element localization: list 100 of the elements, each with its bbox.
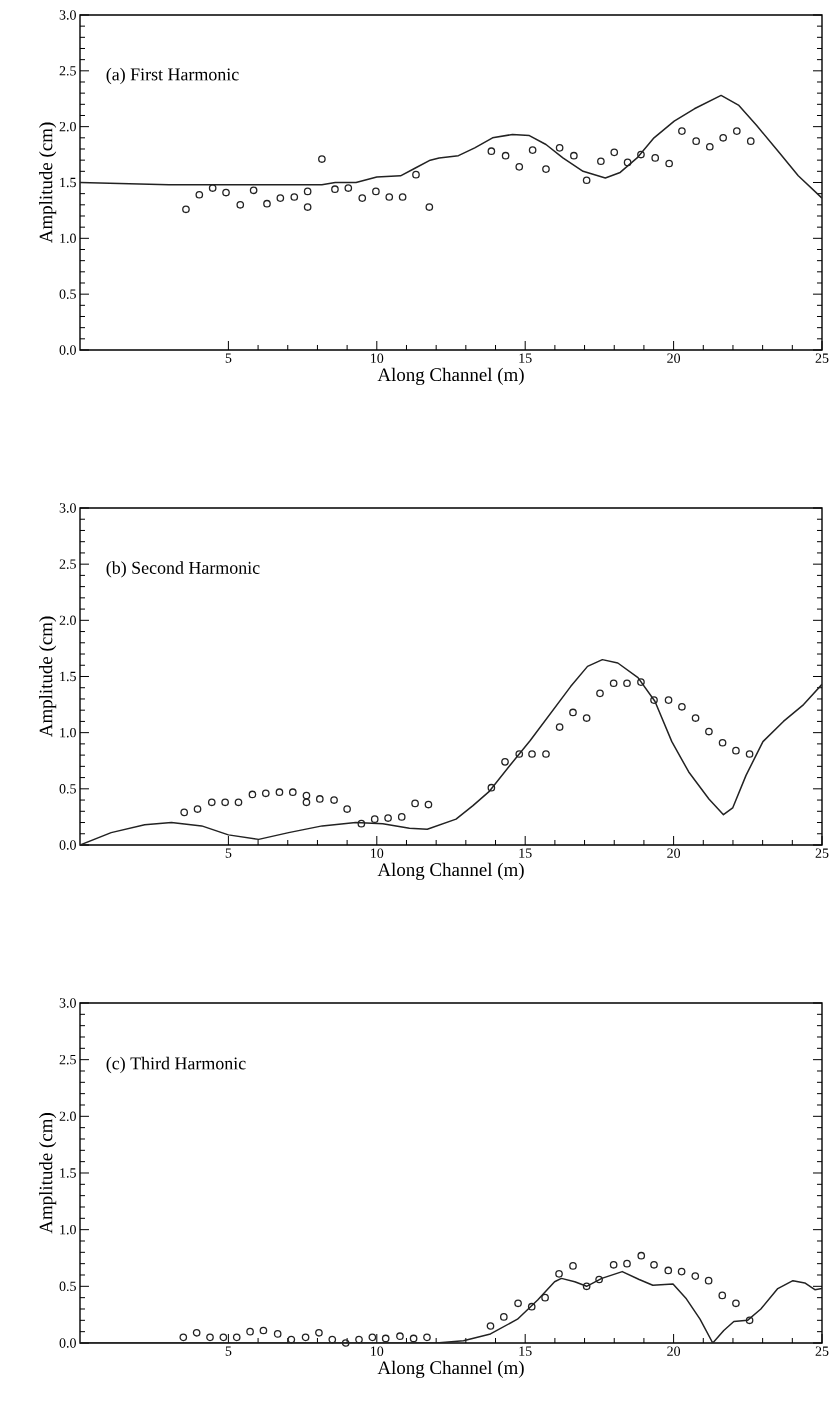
point <box>248 790 257 799</box>
y-tick-label: 1.5 <box>60 671 76 682</box>
point <box>691 714 700 722</box>
point <box>636 150 645 159</box>
point <box>515 750 523 758</box>
y-tick-label: 1.0 <box>60 727 76 738</box>
point <box>677 1267 686 1276</box>
point <box>357 819 366 828</box>
point <box>276 194 285 202</box>
y-tick-label: 0.0 <box>59 840 76 850</box>
y-tick-label: 2.0 <box>59 121 76 132</box>
point <box>623 679 631 688</box>
y-tick-label: 3.0 <box>59 998 76 1008</box>
y-tick-label: 2.0 <box>59 1111 76 1122</box>
point <box>422 1333 431 1342</box>
y-tick-label: 1.5 <box>60 177 76 188</box>
point <box>705 142 714 151</box>
x-axis-title: Along Channel (m) <box>377 367 524 385</box>
y-tick-label: 2.5 <box>59 1054 76 1065</box>
y-axis-title: Amplitude (cm) <box>38 1113 57 1234</box>
point <box>487 147 496 156</box>
point <box>302 791 311 800</box>
point <box>249 186 258 195</box>
point <box>303 203 312 211</box>
point <box>745 750 754 758</box>
point <box>259 1326 268 1335</box>
x-tick-label: 25 <box>815 1346 829 1356</box>
point <box>207 798 216 807</box>
point <box>609 679 618 688</box>
point <box>528 750 536 758</box>
point <box>528 146 537 154</box>
x-tick-label: 5 <box>225 1346 232 1356</box>
point <box>569 708 577 717</box>
point <box>234 798 243 807</box>
point <box>344 184 353 192</box>
point <box>341 1339 350 1347</box>
point <box>650 696 658 704</box>
point <box>582 714 591 722</box>
point <box>704 1276 713 1285</box>
point <box>692 137 700 146</box>
point <box>195 190 204 199</box>
point <box>395 1332 404 1341</box>
point <box>677 702 686 711</box>
point <box>384 814 392 822</box>
y-axis-title: Amplitude (cm) <box>38 616 57 738</box>
point <box>343 805 351 813</box>
x-tick-label: 15 <box>519 848 532 858</box>
point <box>637 1251 645 1260</box>
point <box>381 1334 390 1343</box>
point <box>290 193 298 201</box>
point <box>555 1270 563 1278</box>
point <box>582 176 591 185</box>
y-tick-label: 0.5 <box>59 1281 76 1292</box>
point <box>328 1335 336 1344</box>
point <box>411 170 420 179</box>
point <box>718 738 727 747</box>
point <box>409 1334 418 1343</box>
point <box>501 758 509 766</box>
y-tick-label: 1.5 <box>60 1168 76 1178</box>
point <box>527 1302 536 1311</box>
y-tick-label: 0.0 <box>59 1338 76 1348</box>
point <box>582 1282 591 1291</box>
x-axis-title: Along Channel (m) <box>377 862 524 880</box>
point <box>596 157 605 166</box>
point <box>385 193 393 201</box>
y-axis-title: Amplitude (cm) <box>38 122 57 244</box>
point <box>317 155 326 163</box>
x-tick-label: 15 <box>519 1346 532 1356</box>
point <box>180 808 188 817</box>
point <box>569 1262 577 1270</box>
y-tick-label: 1.0 <box>60 233 76 244</box>
point <box>677 127 686 135</box>
x-axis-title: Along Channel (m) <box>377 1360 524 1378</box>
point <box>232 1333 241 1342</box>
point <box>371 187 380 196</box>
point <box>719 133 727 142</box>
point <box>731 1299 740 1308</box>
point <box>541 750 550 758</box>
point <box>425 203 434 211</box>
point <box>424 800 433 809</box>
point <box>486 1322 495 1330</box>
point <box>208 184 217 192</box>
text: (b) Second Harmonic <box>106 561 260 578</box>
point <box>541 1293 549 1302</box>
line-series <box>79 1270 822 1343</box>
y-tick-label: 0.5 <box>59 289 76 299</box>
point <box>515 163 523 171</box>
point <box>287 1335 296 1344</box>
point <box>398 193 407 201</box>
point <box>246 1327 254 1336</box>
point <box>487 783 496 792</box>
point <box>731 746 740 755</box>
point <box>302 798 311 807</box>
point <box>221 798 229 807</box>
point <box>411 799 419 808</box>
y-tick-label: 2.5 <box>59 559 76 569</box>
point <box>273 1330 282 1338</box>
point <box>358 194 366 202</box>
point <box>623 158 632 167</box>
point <box>275 788 284 797</box>
